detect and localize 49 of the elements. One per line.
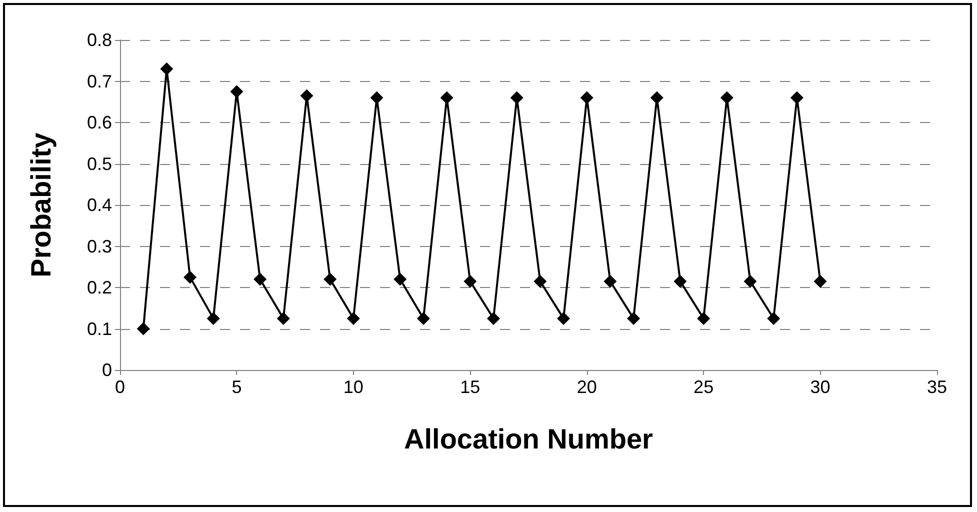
- point: [650, 91, 664, 104]
- y-tick-label: 0.1: [86, 318, 112, 339]
- point: [230, 85, 244, 98]
- point: [604, 274, 617, 288]
- point: [790, 91, 804, 104]
- point: [557, 312, 570, 325]
- point: [486, 312, 500, 325]
- point: [697, 312, 710, 325]
- point: [580, 91, 594, 104]
- point: [370, 91, 384, 104]
- y-tick-label: 0.8: [86, 30, 112, 50]
- point: [744, 274, 757, 288]
- point: [184, 270, 197, 284]
- x-tick-label: 5: [232, 377, 242, 397]
- point: [300, 89, 314, 102]
- point: [160, 62, 174, 76]
- y-tick-label: 0.7: [86, 71, 112, 92]
- x-tick-label: 25: [694, 377, 714, 397]
- point: [206, 312, 220, 325]
- y-tick-label: 0.2: [86, 278, 112, 298]
- x-axis-title: Allocation Number: [404, 424, 654, 454]
- x-tick-label: 20: [576, 377, 597, 397]
- point: [416, 312, 430, 325]
- x-tick-label: 10: [343, 377, 364, 397]
- point: [346, 312, 360, 325]
- y-tick-label: 0.3: [86, 236, 112, 256]
- point: [814, 274, 827, 288]
- x-tick-label: 30: [810, 377, 830, 397]
- point: [674, 274, 687, 288]
- point: [254, 272, 267, 286]
- x-tick-label: 35: [926, 377, 948, 397]
- x-tick-label: 0: [114, 377, 126, 397]
- y-tick-label: 0: [102, 360, 112, 380]
- point: [464, 274, 477, 288]
- y-tick-label: 0.5: [86, 154, 112, 174]
- y-tick-label: 0.4: [86, 195, 112, 215]
- x-tick-label: 15: [460, 377, 480, 397]
- point: [534, 274, 547, 288]
- point: [627, 312, 640, 325]
- point: [767, 312, 780, 325]
- y-tick-label: 0.6: [86, 112, 112, 132]
- point: [276, 312, 290, 325]
- y-axis-title: Probability: [26, 132, 56, 278]
- point: [136, 322, 150, 336]
- point: [394, 272, 407, 286]
- point: [720, 91, 734, 104]
- point: [510, 91, 524, 104]
- point: [440, 91, 454, 104]
- point: [324, 272, 337, 286]
